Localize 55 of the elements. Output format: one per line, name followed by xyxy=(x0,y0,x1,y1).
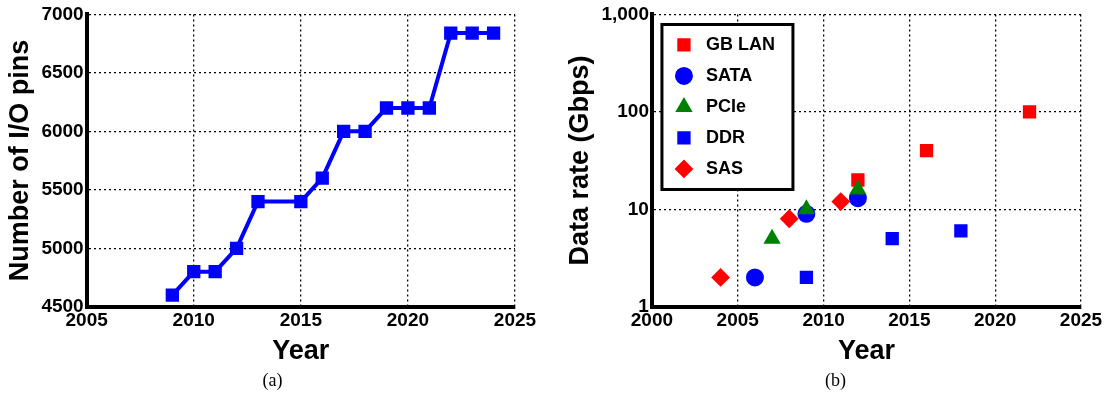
point xyxy=(745,268,764,287)
point xyxy=(486,26,501,40)
legend-label: PCIe xyxy=(705,95,746,116)
point xyxy=(358,124,372,139)
text: (a) xyxy=(261,370,284,391)
point xyxy=(187,265,201,279)
y-tick-label: 5000 xyxy=(41,236,84,258)
text: (b) xyxy=(824,370,847,391)
legend-label: GB LAN xyxy=(705,33,775,54)
point xyxy=(229,241,244,255)
point xyxy=(919,144,934,158)
legend-label: SAS xyxy=(705,157,743,178)
y-tick-label: 1,000 xyxy=(601,2,649,24)
point xyxy=(379,101,394,115)
y-tick-label: 100 xyxy=(617,100,649,122)
x-tick-label: 2015 xyxy=(888,309,931,331)
x-tick-label: 2015 xyxy=(279,309,323,331)
point xyxy=(465,26,479,40)
x-tick-label: 2020 xyxy=(386,309,430,331)
y-axis-title: Data rate (Gbps) xyxy=(563,55,594,266)
y-axis-title: Number of I/O pins xyxy=(3,39,34,282)
legend-label: DDR xyxy=(705,126,745,147)
point xyxy=(401,101,415,115)
legend-label: SATA xyxy=(705,64,753,85)
point xyxy=(780,209,799,228)
x-tick-label: 2005 xyxy=(716,309,760,331)
x-tick-label: 2025 xyxy=(1059,309,1103,331)
point xyxy=(315,171,329,185)
point xyxy=(208,265,222,279)
point xyxy=(294,194,308,209)
y-tick-label: 6000 xyxy=(41,119,84,141)
point xyxy=(444,26,458,40)
point xyxy=(1022,105,1037,119)
point xyxy=(954,224,968,238)
point xyxy=(337,124,351,139)
y-tick-label: 10 xyxy=(627,197,649,219)
y-tick-label: 6500 xyxy=(41,61,84,83)
point xyxy=(799,270,814,285)
point xyxy=(165,288,179,302)
point xyxy=(885,232,899,246)
point xyxy=(764,229,781,244)
point xyxy=(251,194,265,209)
point xyxy=(422,101,436,115)
point xyxy=(798,200,815,215)
point xyxy=(831,192,850,211)
x-axis-title: Year xyxy=(272,335,330,366)
point xyxy=(849,180,866,195)
x-tick-label: 2010 xyxy=(802,309,845,331)
x-tick-label: 2025 xyxy=(493,309,537,331)
x-axis-title: Year xyxy=(837,335,896,366)
y-tick-label: 7000 xyxy=(41,2,84,24)
y-tick-label: 5500 xyxy=(41,178,84,200)
point xyxy=(711,268,730,287)
x-tick-label: 2010 xyxy=(172,309,215,331)
x-tick-label: 2020 xyxy=(974,309,1017,331)
